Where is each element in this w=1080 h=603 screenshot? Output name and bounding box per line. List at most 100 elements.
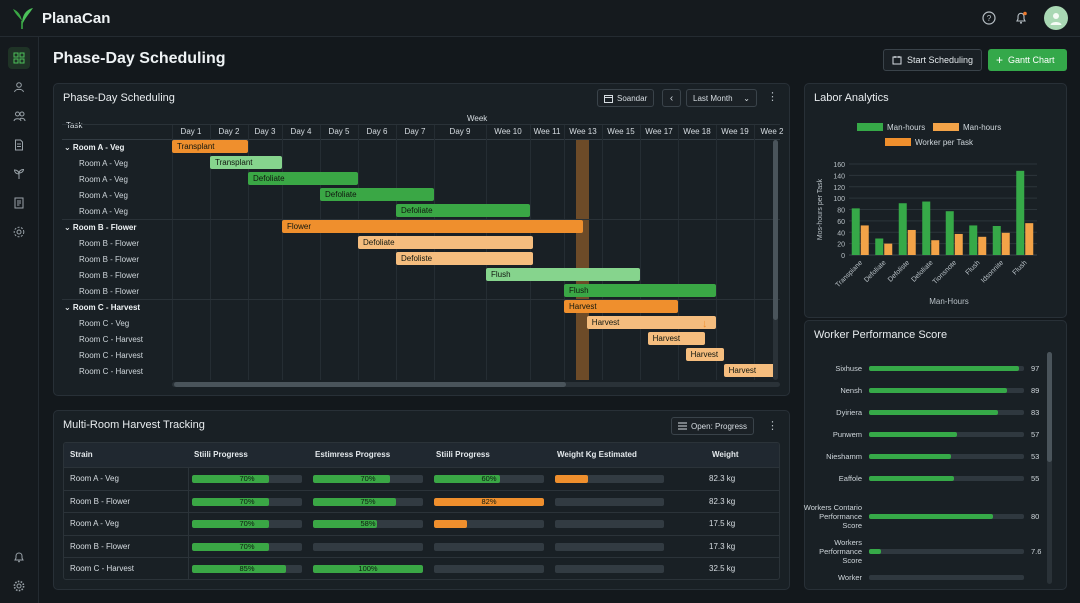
sidebar-plant-icon[interactable] <box>8 163 30 185</box>
gantt-more-icon[interactable]: ⋮ <box>767 91 778 103</box>
progress-bar <box>434 520 544 529</box>
worker-score-bar <box>869 388 1024 393</box>
day-column-label: Day 5 <box>328 127 350 136</box>
app-logo[interactable]: PlanaCan <box>10 5 110 31</box>
gantt-task-bar[interactable]: Defoliste <box>396 252 534 265</box>
gantt-task-bar[interactable]: Harvest <box>723 364 776 377</box>
legend-swatch <box>933 123 959 131</box>
worker-score-bar <box>869 454 1024 459</box>
legend-label: Worker per Task <box>915 138 974 147</box>
table-row-weight: 17.5 kg <box>709 519 736 529</box>
gantt-title: Phase-Day Scheduling <box>63 92 175 104</box>
gantt-task-bar[interactable]: Transplant <box>210 156 282 169</box>
sidebar-settings-icon[interactable] <box>8 575 30 597</box>
gantt-task-bar[interactable]: Defoliate <box>320 188 434 201</box>
table-column-header: Strain <box>64 443 188 467</box>
gantt-chart-button[interactable]: + Gantt Chart <box>988 49 1067 71</box>
sidebar-alerts-icon[interactable] <box>8 546 30 568</box>
performance-scrollbar[interactable] <box>1047 352 1052 584</box>
sidebar-document-icon[interactable] <box>8 134 30 156</box>
worker-score-bar <box>869 575 1024 580</box>
progress-bar <box>555 542 664 551</box>
gantt-task-bar[interactable]: Defoliate <box>248 172 358 185</box>
sidebar-dashboard-icon[interactable] <box>8 47 30 69</box>
performance-scrollbar-thumb[interactable] <box>1047 352 1052 462</box>
open-progress-button[interactable]: Open: Progress <box>671 417 755 435</box>
chart-bar <box>860 225 869 255</box>
progress-bar: 70% <box>313 475 423 483</box>
worker-name: Sixhuse <box>835 363 862 373</box>
progress-bar: 58% <box>313 520 423 529</box>
gantt-vertical-scrollbar-thumb[interactable] <box>773 140 778 320</box>
start-scheduling-button[interactable]: Start Scheduling <box>883 49 983 71</box>
harvest-title: Multi-Room Harvest Tracking <box>63 419 205 431</box>
day-column-label: Wee 13 <box>569 127 597 136</box>
gantt-task-bar[interactable]: Flower <box>282 220 583 233</box>
worker-score-bar <box>869 514 1024 519</box>
gantt-task-bar[interactable]: Flush <box>564 284 716 297</box>
progress-fill <box>434 520 467 529</box>
progress-bar: 70% <box>192 520 302 529</box>
gantt-grid-line <box>210 125 211 380</box>
table-column-header: Stiili Progress <box>430 443 551 467</box>
chart-bar <box>969 225 978 255</box>
progress-fill <box>313 475 390 483</box>
table-column-divider <box>188 467 189 579</box>
sidebar-integrations-icon[interactable] <box>8 221 30 243</box>
worker-score-bar <box>869 432 1024 437</box>
sidebar-user-icon[interactable] <box>8 76 30 98</box>
prev-period-button[interactable]: ‹ <box>662 89 681 107</box>
group-row-label[interactable]: ⌄ Room C - Harvest <box>64 303 141 312</box>
gantt-grid-line <box>358 125 359 380</box>
chart-bar <box>884 243 893 255</box>
gantt-task-bar[interactable]: Harvest <box>647 332 705 345</box>
worker-score-fill <box>869 388 1007 393</box>
gantt-task-bar[interactable]: Defoliate <box>396 204 530 217</box>
sidebar-report-icon[interactable] <box>8 192 30 214</box>
gantt-horizontal-scrollbar-thumb[interactable] <box>174 382 566 387</box>
calendar-clock-icon <box>892 56 902 65</box>
gantt-vertical-scrollbar[interactable] <box>773 140 778 380</box>
table-row-weight: 82.3 kg <box>709 496 736 506</box>
progress-fill <box>555 475 588 483</box>
gantt-grid-line <box>640 125 641 380</box>
legend-swatch <box>885 138 911 146</box>
range-select[interactable]: Last Month ⌄ <box>686 89 757 107</box>
table-row-weight: 82.3 kg <box>709 474 736 483</box>
gantt-grid-line <box>754 125 755 380</box>
day-column-label: Day 1 <box>180 127 202 136</box>
group-divider <box>62 219 780 220</box>
gantt-task-bar[interactable]: Defoliate <box>358 236 534 249</box>
task-row-label: Room B - Flower <box>79 239 140 248</box>
help-icon[interactable]: ? <box>980 9 998 27</box>
gantt-horizontal-scrollbar[interactable] <box>172 382 780 387</box>
worker-score-bar <box>869 476 1024 481</box>
legend-label: Man-hours <box>887 123 925 132</box>
worker-score-fill <box>869 432 958 437</box>
day-column-label: Day 7 <box>404 127 426 136</box>
progress-fill <box>192 565 286 574</box>
task-row-label: Room B - Flower <box>79 255 140 264</box>
gantt-task-bar[interactable]: Harvest <box>586 316 716 329</box>
gantt-grid-line <box>716 125 717 380</box>
gantt-task-bar[interactable]: Harvest <box>685 348 724 361</box>
harvest-more-icon[interactable]: ⋮ <box>767 420 778 432</box>
group-row-label[interactable]: ⌄ Room B - Flower <box>64 223 137 232</box>
gantt-task-bar[interactable]: Harvest <box>564 300 678 313</box>
notification-bell-icon[interactable] <box>1012 9 1030 27</box>
task-row-label: Room C - Veg <box>79 319 130 328</box>
group-row-label[interactable]: ⌄ Room A - Veg <box>64 143 125 152</box>
progress-label: 70% <box>239 542 255 551</box>
worker-score-value: 80 <box>1031 512 1040 521</box>
gantt-grid-line <box>172 125 173 380</box>
worker-score-fill <box>869 410 998 415</box>
gantt-task-bar[interactable]: Flush <box>486 268 640 281</box>
gantt-task-bar[interactable]: Transplant <box>172 140 248 153</box>
sidebar-team-icon[interactable] <box>8 105 30 127</box>
calendar-button[interactable]: Soandar <box>597 89 655 107</box>
user-avatar[interactable] <box>1044 6 1068 30</box>
table-row-divider <box>64 512 779 514</box>
worker-name: Dyiriera <box>836 407 862 417</box>
gantt-grid-line <box>320 125 321 380</box>
list-icon <box>678 422 687 430</box>
